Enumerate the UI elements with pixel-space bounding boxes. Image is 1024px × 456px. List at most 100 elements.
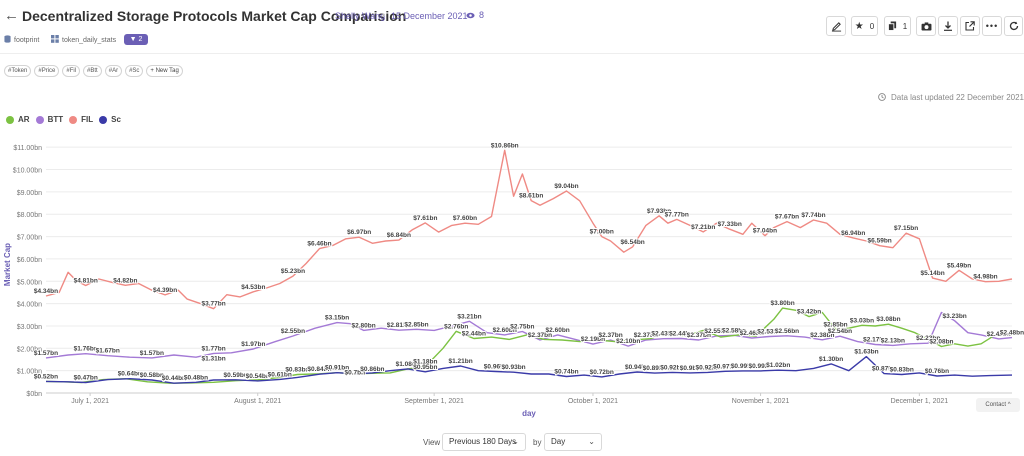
data-label-btt: $2.60bn xyxy=(493,327,517,334)
source-table[interactable]: token_daily_stats xyxy=(51,35,116,44)
data-label-ar: $3.03bn xyxy=(850,317,874,324)
granularity-select[interactable]: Day ⌄ xyxy=(544,433,602,451)
data-label-sc: $0.84bn xyxy=(307,366,331,373)
data-label-btt: $2.46bn xyxy=(740,330,764,337)
data-label-btt: $2.10bn xyxy=(616,338,640,345)
data-label-sc: $0.94bn xyxy=(625,364,649,371)
camera-icon xyxy=(921,21,931,31)
data-label-sc: $0.7bn xyxy=(344,369,365,376)
data-label-btt: $1.57bn xyxy=(34,350,58,357)
data-label-btt: $2.85bn xyxy=(404,321,428,328)
data-label-sc: $0.9bn xyxy=(680,365,701,372)
tag-btt[interactable]: #Btt xyxy=(83,65,102,77)
data-label-fil: $3.77bn xyxy=(202,301,226,308)
data-label-ar: $3.42bn xyxy=(797,309,821,316)
clock-icon xyxy=(878,93,886,101)
period-select-value: Previous 180 Days xyxy=(449,437,517,446)
data-label-btt: $3.23bn xyxy=(943,313,967,320)
external-link-icon xyxy=(965,21,975,31)
legend-item-sc[interactable]: Sc xyxy=(99,115,121,124)
data-label-btt: $1.76bn xyxy=(74,346,98,353)
tag-sc[interactable]: #Sc xyxy=(125,65,144,77)
data-label-btt: $2.13bn xyxy=(881,337,905,344)
edit-button[interactable] xyxy=(826,16,846,36)
data-label-fil: $5.49bn xyxy=(947,262,971,269)
data-label-btt: $2.58bn xyxy=(722,327,746,334)
x-tick-label: December 1, 2021 xyxy=(891,398,949,405)
data-label-sc: $0.92bn xyxy=(660,364,684,371)
data-label-ar: $1.18bn xyxy=(413,359,437,366)
data-label-ar: $2.44bn xyxy=(462,330,486,337)
data-label-sc: $0.83bn xyxy=(285,366,309,373)
duplicate-button[interactable]: 1 xyxy=(884,16,911,36)
star-count: 0 xyxy=(869,21,875,31)
page-title: Decentralized Storage Protocols Market C… xyxy=(22,8,407,24)
data-label-btt: $2.55bn xyxy=(704,328,728,335)
data-label-sc: $1.31bn xyxy=(202,356,226,363)
tag-list: #Token #Price #Fil #Btt #Ar #Sc + New Ta… xyxy=(4,65,183,77)
data-label-btt: $2.42bn xyxy=(987,331,1011,338)
data-label-sc: $0.54bn xyxy=(246,373,270,380)
copy-icon xyxy=(887,21,896,31)
data-label-fil: $4.98bn xyxy=(973,274,997,281)
tag-ar[interactable]: #Ar xyxy=(104,65,123,77)
market-cap-line-chart: $0bn $1.00bn $2.00bn $3.00bn $4.00bn $5.00bn $… xyxy=(3,141,1024,418)
y-tick-label: $6.00bn xyxy=(17,257,42,264)
legend-swatch-ar xyxy=(6,115,14,124)
refresh-button[interactable] xyxy=(1004,16,1023,36)
data-label-sc: $0.92bn xyxy=(696,364,720,371)
data-label-sc: $0.74bn xyxy=(554,368,578,375)
more-button[interactable]: ••• xyxy=(982,16,1002,36)
author-name[interactable]: Shelly Wang xyxy=(335,11,386,21)
favorite-button[interactable]: ★ 0 xyxy=(851,16,878,36)
legend-label-ar: AR xyxy=(18,115,30,124)
y-tick-label: $8.00bn xyxy=(17,212,42,219)
period-select[interactable]: Previous 180 Days ⌄ xyxy=(442,433,526,451)
data-label-ar: $1.08bn xyxy=(396,361,420,368)
legend-swatch-btt xyxy=(35,115,44,124)
back-arrow-icon[interactable]: ← xyxy=(4,7,19,24)
y-tick-label: $10.00bn xyxy=(13,168,42,175)
data-label-btt: $2.17bn xyxy=(863,337,887,344)
data-label-sc: $0.47bn xyxy=(74,374,98,381)
legend-label-sc: Sc xyxy=(111,115,121,124)
y-tick-label: $11.00bn xyxy=(13,145,42,152)
data-label-ar: $2.76bn xyxy=(444,323,468,330)
legend-item-ar[interactable]: AR xyxy=(6,115,30,124)
data-label-btt: $2.37bn xyxy=(598,332,622,339)
chevron-down-icon: ⌄ xyxy=(512,437,519,446)
tag-price[interactable]: #Price xyxy=(34,65,60,77)
data-label-btt: $2.19bn xyxy=(581,336,605,343)
tag-token[interactable]: #Token xyxy=(4,65,32,77)
data-label-fil: $6.59bn xyxy=(868,238,892,245)
eye-icon xyxy=(466,12,475,19)
y-tick-label: $4.00bn xyxy=(17,302,42,309)
legend-item-btt[interactable]: BTT xyxy=(35,115,63,124)
download-button[interactable] xyxy=(938,16,958,36)
data-label-fil: $7.74bn xyxy=(801,212,825,219)
data-label-fil: $7.33bn xyxy=(718,221,742,228)
copy-count: 1 xyxy=(902,21,908,31)
contact-button[interactable]: Contact ^ xyxy=(976,398,1020,412)
data-label-fil: $5.23bn xyxy=(281,268,305,275)
footer-controls: View Previous 180 Days ⌄ by Day ⌄ xyxy=(0,432,1024,454)
data-label-btt: $2.80bn xyxy=(351,322,375,329)
filter-badge[interactable]: ▼ 2 xyxy=(124,34,148,45)
data-label-btt: $1.97bn xyxy=(241,341,265,348)
data-label-fil: $4.53bn xyxy=(241,284,265,291)
legend-item-fil[interactable]: FIL xyxy=(69,115,93,124)
data-label-fil: $7.93bn xyxy=(647,208,671,215)
source-project[interactable]: footprint xyxy=(4,35,39,44)
series-line-fil xyxy=(45,149,1013,310)
data-label-btt: $2.54bn xyxy=(828,328,852,335)
share-button[interactable] xyxy=(960,16,980,36)
data-label-ar: $3.80bn xyxy=(771,300,795,307)
new-tag-button[interactable]: + New Tag xyxy=(146,65,183,77)
data-label-fil: $6.84bn xyxy=(387,232,411,239)
last-updated-text: Data last updated 22 December 2021 xyxy=(891,93,1024,102)
snapshot-button[interactable] xyxy=(916,16,936,36)
data-label-fil: $6.94bn xyxy=(841,230,865,237)
tag-fil[interactable]: #Fil xyxy=(62,65,81,77)
data-label-btt: $2.53bn xyxy=(757,328,781,335)
last-updated: Data last updated 22 December 2021 xyxy=(878,93,1024,102)
